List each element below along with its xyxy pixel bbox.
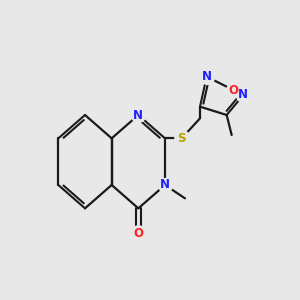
Text: N: N (202, 70, 212, 83)
Text: O: O (228, 83, 238, 97)
Text: N: N (133, 109, 143, 122)
Text: N: N (160, 178, 170, 191)
Text: S: S (177, 132, 186, 145)
Text: O: O (133, 227, 143, 240)
Text: N: N (238, 88, 248, 101)
